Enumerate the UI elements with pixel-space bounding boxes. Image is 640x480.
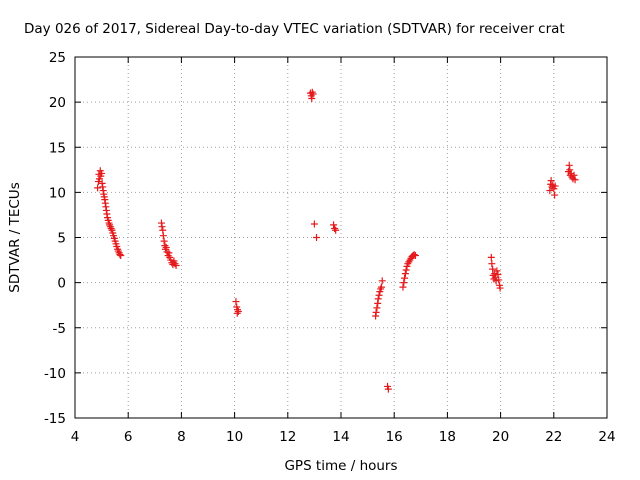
y-tick-label: 10	[49, 185, 66, 201]
data-point	[98, 169, 106, 177]
data-point	[487, 253, 495, 261]
data-point	[162, 243, 170, 251]
axis-ticks: 4 6 8 10 12 14 16 18 20 22 24 -15 -10 -5 0 5 10 15 20 25	[44, 50, 616, 445]
data-point	[489, 265, 497, 273]
data-point	[332, 226, 340, 234]
x-tick-label: 12	[279, 429, 296, 445]
y-tick-label: 20	[49, 95, 66, 111]
data-point	[547, 177, 555, 185]
data-point	[172, 261, 180, 269]
data-point	[401, 274, 409, 282]
x-tick-label: 24	[598, 429, 615, 445]
data-point	[400, 279, 408, 287]
data-point	[496, 284, 504, 292]
data-series	[94, 88, 579, 393]
data-point	[377, 283, 385, 291]
y-tick-label: -10	[44, 366, 66, 382]
data-point	[373, 304, 381, 312]
data-point	[546, 187, 554, 195]
x-tick-label: 8	[177, 429, 186, 445]
plot-frame	[74, 56, 608, 419]
y-tick-label: -15	[44, 411, 66, 427]
data-point	[401, 270, 409, 278]
y-tick-label: 15	[49, 140, 66, 156]
data-point	[233, 309, 241, 317]
data-point	[374, 295, 382, 303]
x-tick-label: 10	[226, 429, 243, 445]
data-point	[116, 251, 124, 259]
data-point	[308, 95, 316, 103]
y-axis-label: SDTVAR / TECUs	[7, 182, 23, 292]
data-point	[378, 277, 386, 285]
chart-title: Day 026 of 2017, Sidereal Day-to-day VTE…	[24, 21, 565, 37]
data-point	[384, 385, 392, 393]
data-point	[309, 90, 317, 98]
x-tick-label: 20	[492, 429, 509, 445]
data-point	[494, 271, 502, 279]
x-tick-label: 16	[386, 429, 403, 445]
data-point	[160, 237, 168, 245]
data-point	[495, 276, 503, 284]
data-point	[232, 298, 240, 306]
data-point	[310, 220, 318, 228]
data-point	[570, 171, 578, 179]
data-point	[372, 308, 380, 316]
data-point	[106, 223, 114, 231]
grid-lines	[75, 57, 607, 418]
y-tick-label: 25	[49, 50, 66, 66]
data-point	[493, 267, 501, 275]
x-axis-label: GPS time / hours	[284, 458, 397, 474]
x-tick-label: 18	[439, 429, 456, 445]
x-tick-label: 22	[545, 429, 562, 445]
y-tick-label: 5	[57, 231, 66, 247]
data-point	[94, 184, 102, 192]
data-point	[410, 251, 418, 259]
data-point	[551, 182, 559, 190]
data-point	[488, 260, 496, 268]
data-point	[234, 308, 242, 316]
data-point	[330, 221, 338, 229]
y-tick-label: -5	[53, 321, 66, 337]
data-point	[159, 232, 167, 240]
data-point	[551, 191, 559, 199]
data-point	[331, 224, 339, 232]
y-tick-label: 0	[57, 276, 66, 292]
data-point	[399, 283, 407, 291]
data-point	[117, 252, 125, 260]
data-point	[375, 291, 383, 299]
data-point	[571, 176, 579, 184]
data-point	[402, 266, 410, 274]
x-tick-label: 6	[124, 429, 133, 445]
data-point	[313, 234, 321, 241]
x-tick-label: 14	[332, 429, 349, 445]
data-point	[411, 252, 419, 260]
x-tick-label: 4	[71, 429, 80, 445]
data-point	[165, 249, 173, 257]
data-point	[158, 223, 166, 231]
